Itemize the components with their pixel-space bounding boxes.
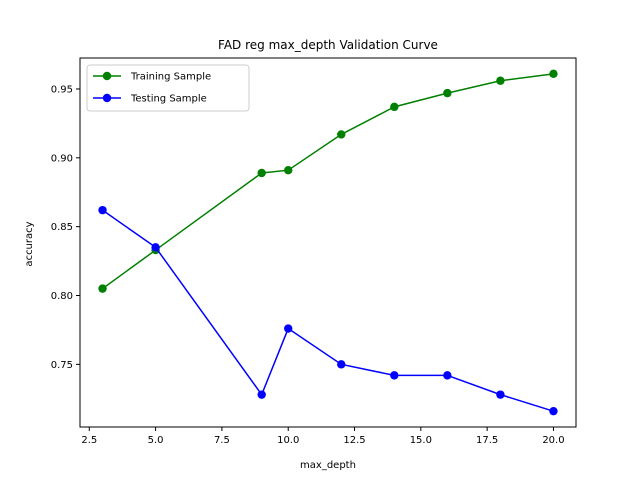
training-sample-point xyxy=(284,166,293,175)
y-tick-label: 0.90 xyxy=(51,153,73,164)
legend-label: Testing Sample xyxy=(130,94,207,105)
x-axis-ticks: 2.5 5.0 7.5 10.0 12.5 15.0 17.5 20.0 xyxy=(81,427,565,446)
y-tick-label: 0.85 xyxy=(51,222,73,233)
testing-sample-point xyxy=(496,390,505,399)
x-tick-label: 15.0 xyxy=(410,435,432,446)
y-tick-label: 0.75 xyxy=(51,360,73,371)
x-tick-label: 10.0 xyxy=(277,435,299,446)
training-sample-point xyxy=(496,76,505,85)
x-tick-label: 2.5 xyxy=(81,435,97,446)
x-axis-label: max_depth xyxy=(300,460,356,471)
legend: Training Sample Testing Sample xyxy=(86,64,250,112)
series-layer xyxy=(98,69,558,416)
testing-sample-legend-marker xyxy=(102,93,112,103)
x-tick-label: 20.0 xyxy=(542,435,564,446)
x-tick-label: 17.5 xyxy=(476,435,498,446)
testing-sample-point xyxy=(549,406,558,416)
chart-title: FAD reg max_depth Validation Curve xyxy=(218,38,438,52)
testing-sample-point xyxy=(443,371,452,380)
x-tick-label: 5.0 xyxy=(148,435,164,446)
y-axis-ticks: 0.75 0.80 0.85 0.90 0.95 xyxy=(51,84,80,371)
training-sample-legend-marker xyxy=(102,71,112,81)
testing-sample-point xyxy=(284,324,293,333)
training-sample-point xyxy=(257,168,266,178)
y-tick-label: 0.95 xyxy=(51,84,73,95)
y-axis-label: accuracy xyxy=(24,221,35,266)
legend-label: Training Sample xyxy=(130,72,211,83)
training-sample-point xyxy=(549,69,558,79)
training-sample-point xyxy=(390,102,399,112)
y-tick-label: 0.80 xyxy=(51,291,73,302)
testing-sample-point xyxy=(98,205,107,215)
testing-sample-point xyxy=(257,390,266,399)
testing-sample-point xyxy=(337,360,346,369)
testing-sample-point xyxy=(151,243,160,252)
training-sample-point xyxy=(98,284,107,293)
x-tick-label: 12.5 xyxy=(343,435,365,446)
training-sample-point xyxy=(443,88,452,98)
testing-sample-point xyxy=(390,371,399,380)
training-sample-point xyxy=(337,130,346,139)
x-tick-label: 7.5 xyxy=(214,435,230,446)
legend-box xyxy=(86,64,250,112)
plot-frame xyxy=(79,57,577,428)
